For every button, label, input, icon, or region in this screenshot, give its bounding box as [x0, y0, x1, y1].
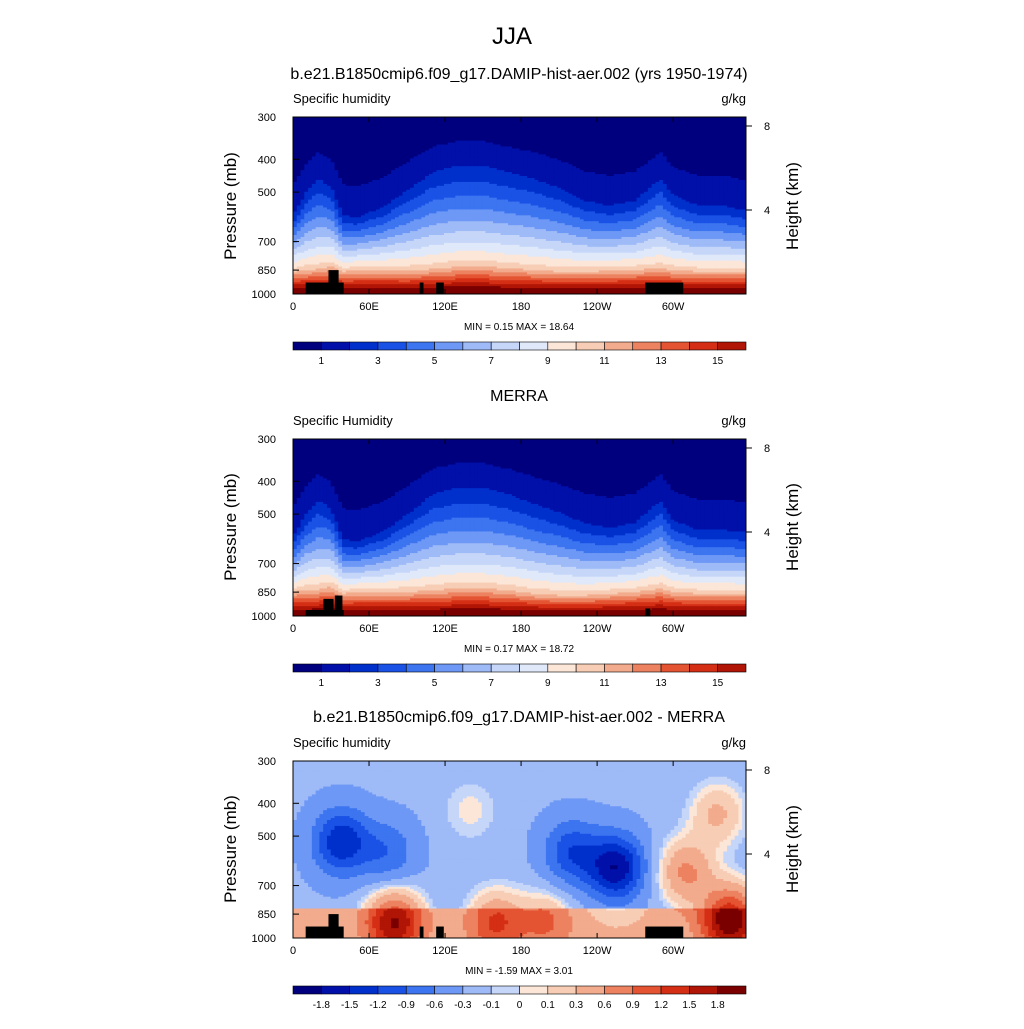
- panel-title: b.e21.B1850cmip6.f09_g17.DAMIP-hist-aer.…: [290, 66, 747, 83]
- panel-left-label: Specific humidity: [293, 91, 391, 106]
- panel-units: g/kg: [721, 91, 746, 106]
- humidity-field: [293, 117, 747, 295]
- panel-model: b.e21.B1850cmip6.f09_g17.DAMIP-hist-aer.…: [221, 66, 802, 367]
- stats-label: MIN = 0.15 MAX = 18.64: [464, 322, 574, 333]
- y2-axis-label: Height (km): [783, 162, 802, 250]
- y-axis-label: Pressure (mb): [221, 152, 240, 260]
- page-title: JJA: [492, 23, 532, 50]
